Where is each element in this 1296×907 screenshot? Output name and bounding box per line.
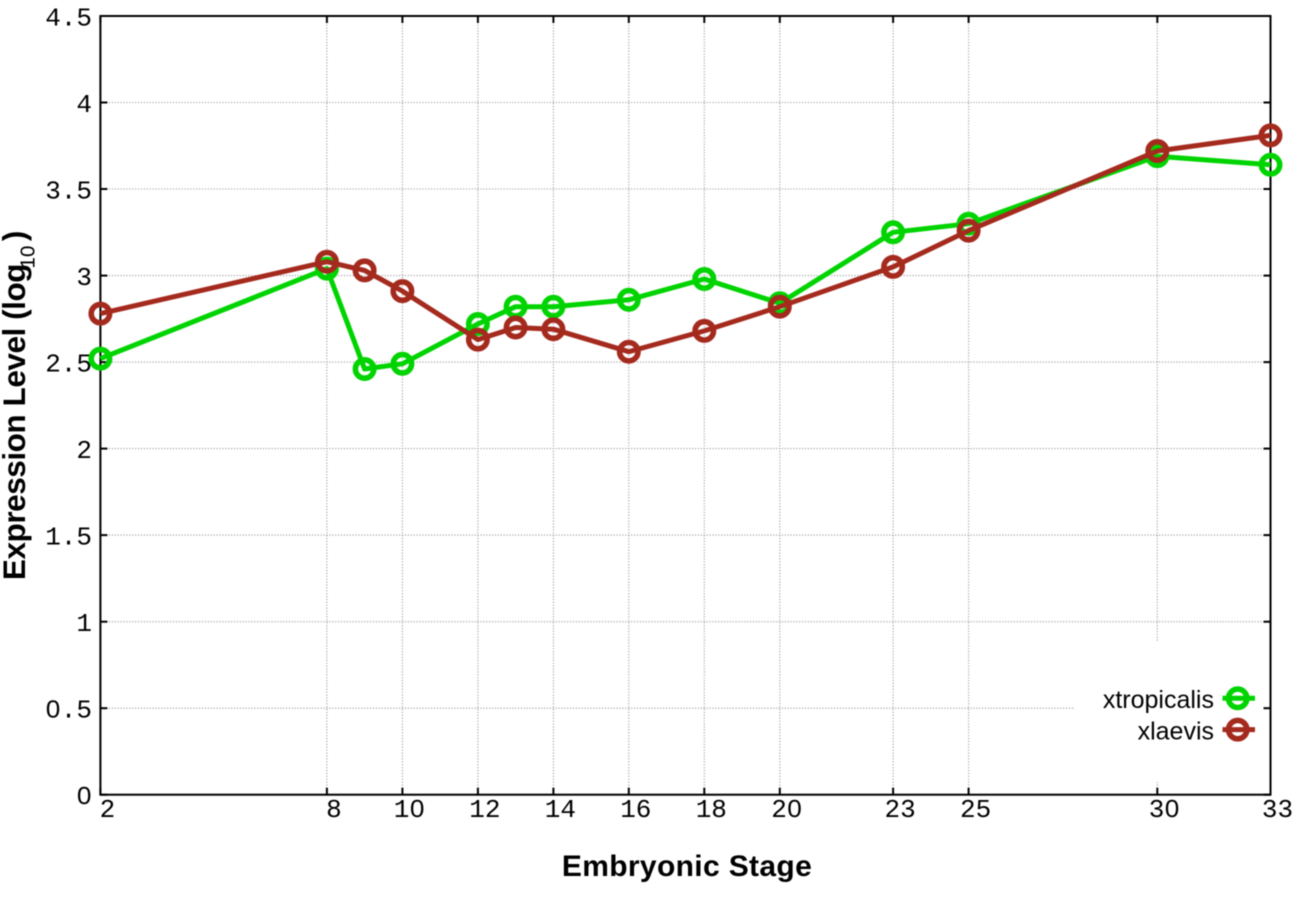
svg-text:20: 20 (771, 795, 802, 825)
svg-text:12: 12 (469, 795, 500, 825)
svg-text:3: 3 (76, 263, 92, 293)
svg-text:Embryonic Stage: Embryonic Stage (562, 850, 812, 883)
svg-text:2.5: 2.5 (45, 350, 92, 380)
svg-text:16: 16 (620, 795, 651, 825)
svg-text:xlaevis: xlaevis (1138, 718, 1214, 746)
svg-text:14: 14 (545, 795, 576, 825)
svg-text:30: 30 (1149, 795, 1180, 825)
svg-text:1: 1 (76, 609, 92, 639)
svg-text:xtropicalis: xtropicalis (1103, 686, 1214, 714)
svg-text:3.5: 3.5 (45, 177, 92, 207)
svg-text:1.5: 1.5 (45, 523, 92, 553)
svg-text:23: 23 (884, 795, 915, 825)
svg-text:4.5: 4.5 (45, 4, 92, 34)
svg-text:2: 2 (76, 436, 92, 466)
svg-text:33: 33 (1262, 795, 1293, 825)
svg-text:8: 8 (326, 795, 342, 825)
svg-text:25: 25 (960, 795, 991, 825)
svg-text:4: 4 (76, 90, 92, 120)
svg-text:18: 18 (696, 795, 727, 825)
svg-text:10: 10 (394, 795, 425, 825)
svg-text:2: 2 (100, 795, 116, 825)
